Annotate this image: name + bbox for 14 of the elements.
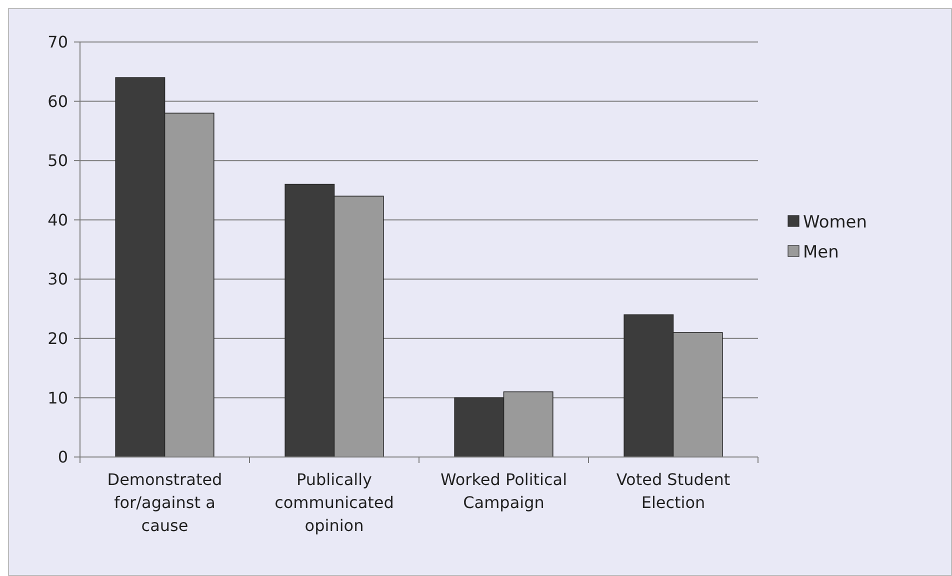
x-tick-label: Publically communicated opinion	[274, 470, 394, 535]
y-tick-label: 30	[48, 270, 68, 289]
x-tick-label: Voted Student Election	[616, 470, 730, 512]
y-tick-label: 60	[48, 92, 68, 111]
x-tick-label: Demonstrated for/against a cause	[107, 470, 222, 535]
legend-label: Men	[803, 242, 839, 262]
y-tick-label: 50	[48, 151, 68, 170]
y-tick-label: 10	[48, 388, 68, 408]
y-tick-label: 20	[48, 329, 68, 348]
y-tick-label: 70	[48, 32, 68, 52]
legend-label: Women	[803, 212, 868, 232]
y-tick-label: 0	[58, 448, 68, 467]
y-tick-label: 40	[48, 210, 68, 230]
x-tick-label: Worked Political Campaign	[440, 470, 568, 512]
